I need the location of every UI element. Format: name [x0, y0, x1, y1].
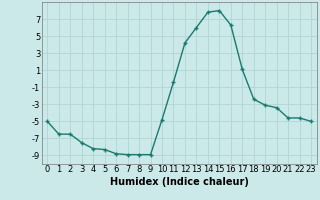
X-axis label: Humidex (Indice chaleur): Humidex (Indice chaleur) — [110, 177, 249, 187]
